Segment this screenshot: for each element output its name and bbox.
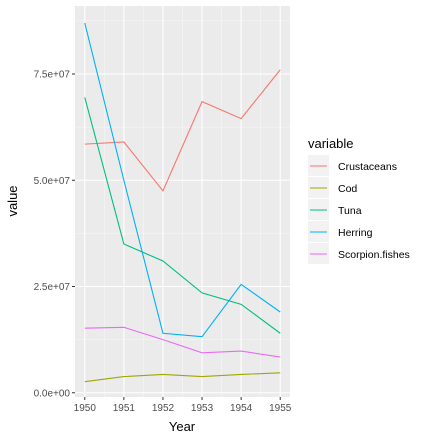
legend-title: variable [308,136,354,151]
series-line-herring [84,22,281,338]
y-tick-label: 7.5e+07 [34,70,71,81]
x-axis: 1950 1951 1952 1953 1954 1955 [74,397,292,414]
x-tick-label: 1955 [269,403,292,414]
legend-items: Crustaceans Cod Tuna Herring Scorpion.fishes [308,155,410,264]
y-tick-label: 2.5e+07 [34,282,71,293]
y-tick-label: 0.0e+00 [34,388,71,399]
legend-label: Herring [338,227,373,239]
legend: variable Crustaceans Cod Tuna Herring Scorpi… [308,136,410,264]
x-tick-label: 1954 [230,403,253,414]
legend-label: Tuna [338,205,362,217]
series-line-cod [84,372,281,383]
legend-label: Scorpion.fishes [338,249,410,261]
legend-label: Crustaceans [338,161,397,173]
major-gridlines [75,6,290,397]
legend-label: Cod [338,183,357,195]
series-lines [84,22,281,383]
y-axis: 0.0e+00 2.5e+07 5.0e+07 7.5e+07 [34,70,75,399]
x-tick-label: 1952 [152,403,175,414]
series-line-crustaceans [84,69,281,192]
series-line-scorpion-fishes [84,326,281,358]
y-axis-title: value [5,185,20,216]
x-tick-label: 1950 [74,403,97,414]
x-tick-label: 1953 [191,403,214,414]
x-tick-label: 1951 [113,403,136,414]
series-line-tuna [84,97,281,334]
y-tick-label: 5.0e+07 [34,176,71,187]
x-axis-title: Year [169,419,196,434]
